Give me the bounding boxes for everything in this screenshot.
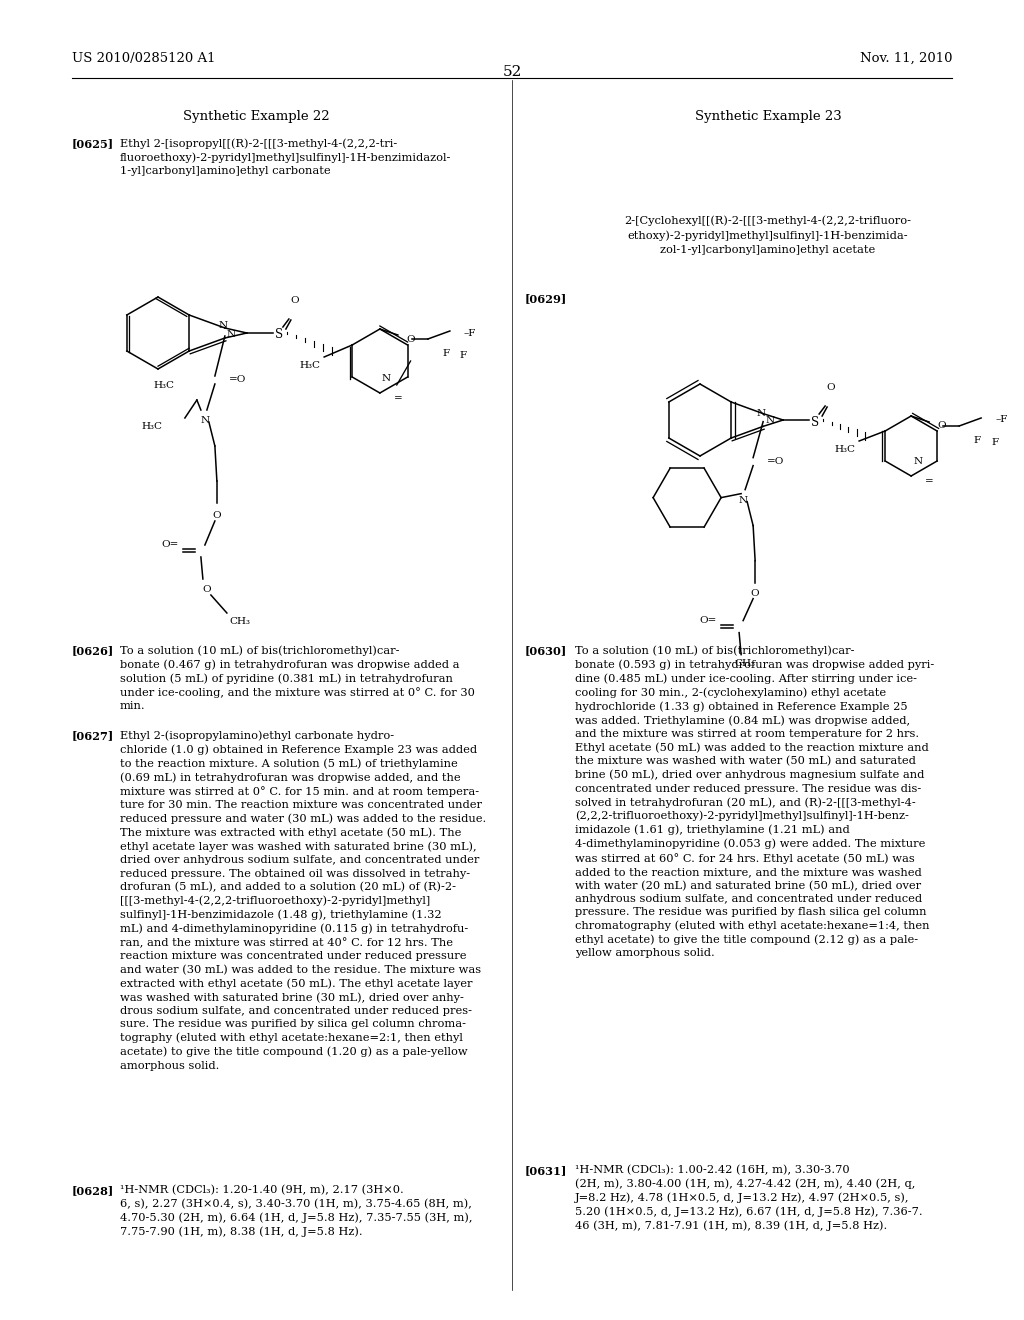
Text: –F: –F	[464, 329, 476, 338]
Text: S: S	[274, 329, 283, 342]
Text: S: S	[811, 416, 819, 429]
Text: ¹H-NMR (CDCl₃): 1.20-1.40 (9H, m), 2.17 (3H×0.
6, s), 2.27 (3H×0.4, s), 3.40-3.7: ¹H-NMR (CDCl₃): 1.20-1.40 (9H, m), 2.17 …	[120, 1185, 472, 1237]
Text: N: N	[201, 416, 210, 425]
Text: H₃C: H₃C	[154, 381, 175, 389]
Text: [0629]: [0629]	[525, 293, 567, 304]
Text: N: N	[757, 409, 766, 418]
Text: CH₃: CH₃	[734, 659, 756, 668]
Text: ethoxy)-2-pyridyl]methyl]sulfinyl]-1H-benzimida-: ethoxy)-2-pyridyl]methyl]sulfinyl]-1H-be…	[628, 230, 908, 240]
Text: H₃C: H₃C	[835, 445, 855, 454]
Text: =O: =O	[767, 457, 784, 466]
Text: Synthetic Example 23: Synthetic Example 23	[694, 110, 842, 123]
Text: [0631]: [0631]	[525, 1166, 567, 1176]
Text: [0630]: [0630]	[525, 645, 567, 656]
Text: O=: O=	[699, 616, 717, 626]
Text: To a solution (10 mL) of bis(trichloromethyl)car-
bonate (0.467 g) in tetrahydro: To a solution (10 mL) of bis(trichlorome…	[120, 645, 475, 711]
Text: O: O	[203, 585, 211, 594]
Text: =: =	[925, 478, 934, 487]
Text: N: N	[382, 374, 391, 383]
Text: 52: 52	[503, 65, 521, 79]
Text: N: N	[227, 330, 236, 339]
Text: Nov. 11, 2010: Nov. 11, 2010	[859, 51, 952, 65]
Text: Ethyl 2-[isopropyl[[(R)-2-[[[3-methyl-4-(2,2,2-tri-
fluoroethoxy)-2-pyridyl]meth: Ethyl 2-[isopropyl[[(R)-2-[[[3-methyl-4-…	[120, 139, 452, 176]
Text: H₃C: H₃C	[142, 422, 163, 432]
Text: F: F	[460, 351, 467, 360]
Text: –F: –F	[995, 416, 1008, 425]
Text: N: N	[738, 495, 748, 504]
Text: O: O	[937, 421, 946, 430]
Text: O: O	[291, 296, 299, 305]
Text: [0628]: [0628]	[72, 1185, 115, 1196]
Text: [0627]: [0627]	[72, 730, 115, 741]
Text: zol-1-yl]carbonyl]amino]ethyl acetate: zol-1-yl]carbonyl]amino]ethyl acetate	[660, 246, 876, 255]
Text: To a solution (10 mL) of bis(trichloromethyl)car-
bonate (0.593 g) in tetrahydro: To a solution (10 mL) of bis(trichlorome…	[575, 645, 934, 958]
Text: O: O	[826, 383, 836, 392]
Text: CH₃: CH₃	[229, 616, 250, 626]
Text: H₃C: H₃C	[299, 360, 321, 370]
Text: N: N	[218, 321, 227, 330]
Text: F: F	[974, 436, 981, 445]
Text: =: =	[394, 395, 402, 404]
Text: ¹H-NMR (CDCl₃): 1.00-2.42 (16H, m), 3.30-3.70
(2H, m), 3.80-4.00 (1H, m), 4.27-4: ¹H-NMR (CDCl₃): 1.00-2.42 (16H, m), 3.30…	[575, 1166, 923, 1232]
Text: 2-[Cyclohexyl[[(R)-2-[[[3-methyl-4-(2,2,2-trifluoro-: 2-[Cyclohexyl[[(R)-2-[[[3-methyl-4-(2,2,…	[625, 215, 911, 226]
Text: Synthetic Example 22: Synthetic Example 22	[182, 110, 330, 123]
Text: N: N	[765, 416, 774, 425]
Text: O: O	[213, 511, 221, 520]
Text: =O: =O	[229, 375, 246, 384]
Text: US 2010/0285120 A1: US 2010/0285120 A1	[72, 51, 215, 65]
Text: F: F	[442, 348, 450, 358]
Text: O: O	[406, 334, 415, 343]
Text: Ethyl 2-(isopropylamino)ethyl carbonate hydro-
chloride (1.0 g) obtained in Refe: Ethyl 2-(isopropylamino)ethyl carbonate …	[120, 730, 486, 1071]
Text: N: N	[913, 457, 923, 466]
Text: [0625]: [0625]	[72, 139, 114, 149]
Text: [0626]: [0626]	[72, 645, 115, 656]
Text: O: O	[751, 589, 760, 598]
Text: F: F	[991, 438, 998, 447]
Text: O=: O=	[162, 540, 179, 549]
